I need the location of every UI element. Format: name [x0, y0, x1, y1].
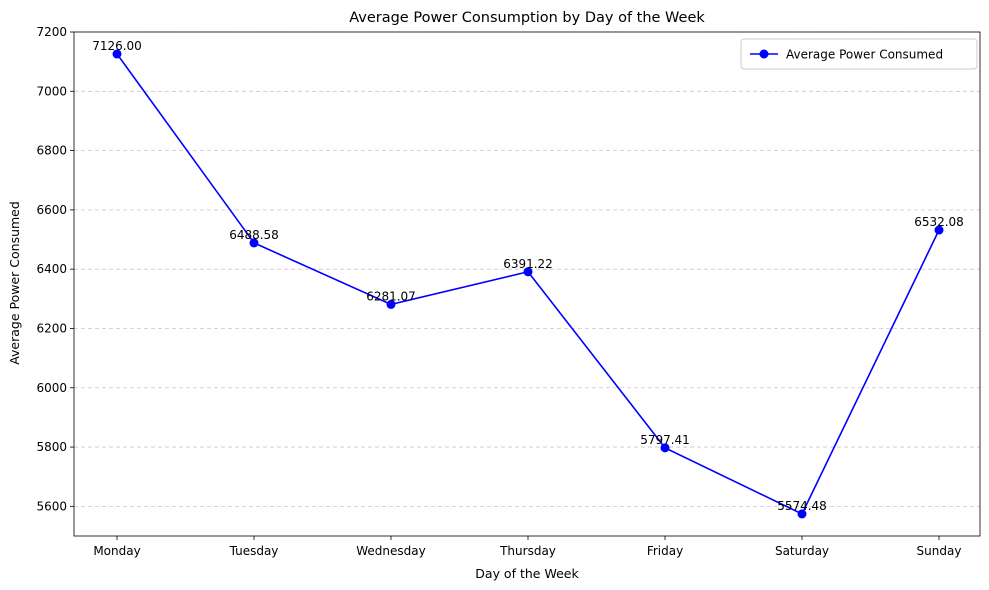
- y-tick-label: 7000: [36, 84, 67, 98]
- x-tick-label: Friday: [647, 544, 683, 558]
- plot-frame: [73, 31, 981, 537]
- data-label: 6488.58: [229, 228, 279, 242]
- data-point: [660, 443, 670, 453]
- data-label: 5574.48: [777, 499, 827, 513]
- y-axis-label: Average Power Consumed: [7, 201, 22, 365]
- y-tick-label: 6800: [36, 144, 67, 158]
- x-axis-label: Day of the Week: [475, 566, 579, 581]
- x-tick-label: Tuesday: [229, 544, 279, 558]
- data-point: [934, 225, 944, 235]
- data-point: [523, 267, 533, 277]
- y-tick-label: 6000: [36, 381, 67, 395]
- series-layer: [112, 49, 944, 519]
- data-label: 5797.41: [640, 433, 690, 447]
- data-point: [249, 238, 259, 248]
- x-tick-label: Wednesday: [356, 544, 425, 558]
- y-tick-label: 5800: [36, 440, 67, 454]
- series-line: [116, 53, 940, 515]
- data-labels: 7126.00 6488.58 6281.07 6391.22 5797.41 5574.…: [92, 39, 964, 513]
- data-point: [797, 509, 807, 519]
- y-tick-label: 7200: [36, 25, 67, 39]
- data-label: 6532.08: [914, 215, 964, 229]
- data-point: [112, 49, 122, 59]
- legend-box: [740, 38, 978, 70]
- data-point: [386, 299, 396, 309]
- chart-title: Average Power Consumption by Day of the …: [349, 10, 705, 26]
- y-tick-label: 6400: [36, 262, 67, 276]
- legend-series-label: Average Power Consumed: [786, 48, 943, 62]
- x-tick-label: Sunday: [917, 544, 962, 558]
- axes: 5600 5800 6000 6200 6400 6600 6800 7000 7200 Mond…: [36, 25, 981, 558]
- x-tick-label: Saturday: [775, 544, 829, 558]
- y-tick-label: 5600: [36, 499, 67, 513]
- legend: Average Power Consumed: [740, 38, 978, 70]
- x-tick-label: Monday: [93, 544, 140, 558]
- y-tick-label: 6200: [36, 321, 67, 335]
- x-tick-label: Thursday: [499, 544, 556, 558]
- data-label: 7126.00: [92, 39, 142, 53]
- legend-marker-swatch: [759, 49, 769, 59]
- data-label: 6281.07: [366, 289, 416, 303]
- data-label: 6391.22: [503, 257, 553, 271]
- y-tick-label: 6600: [36, 203, 67, 217]
